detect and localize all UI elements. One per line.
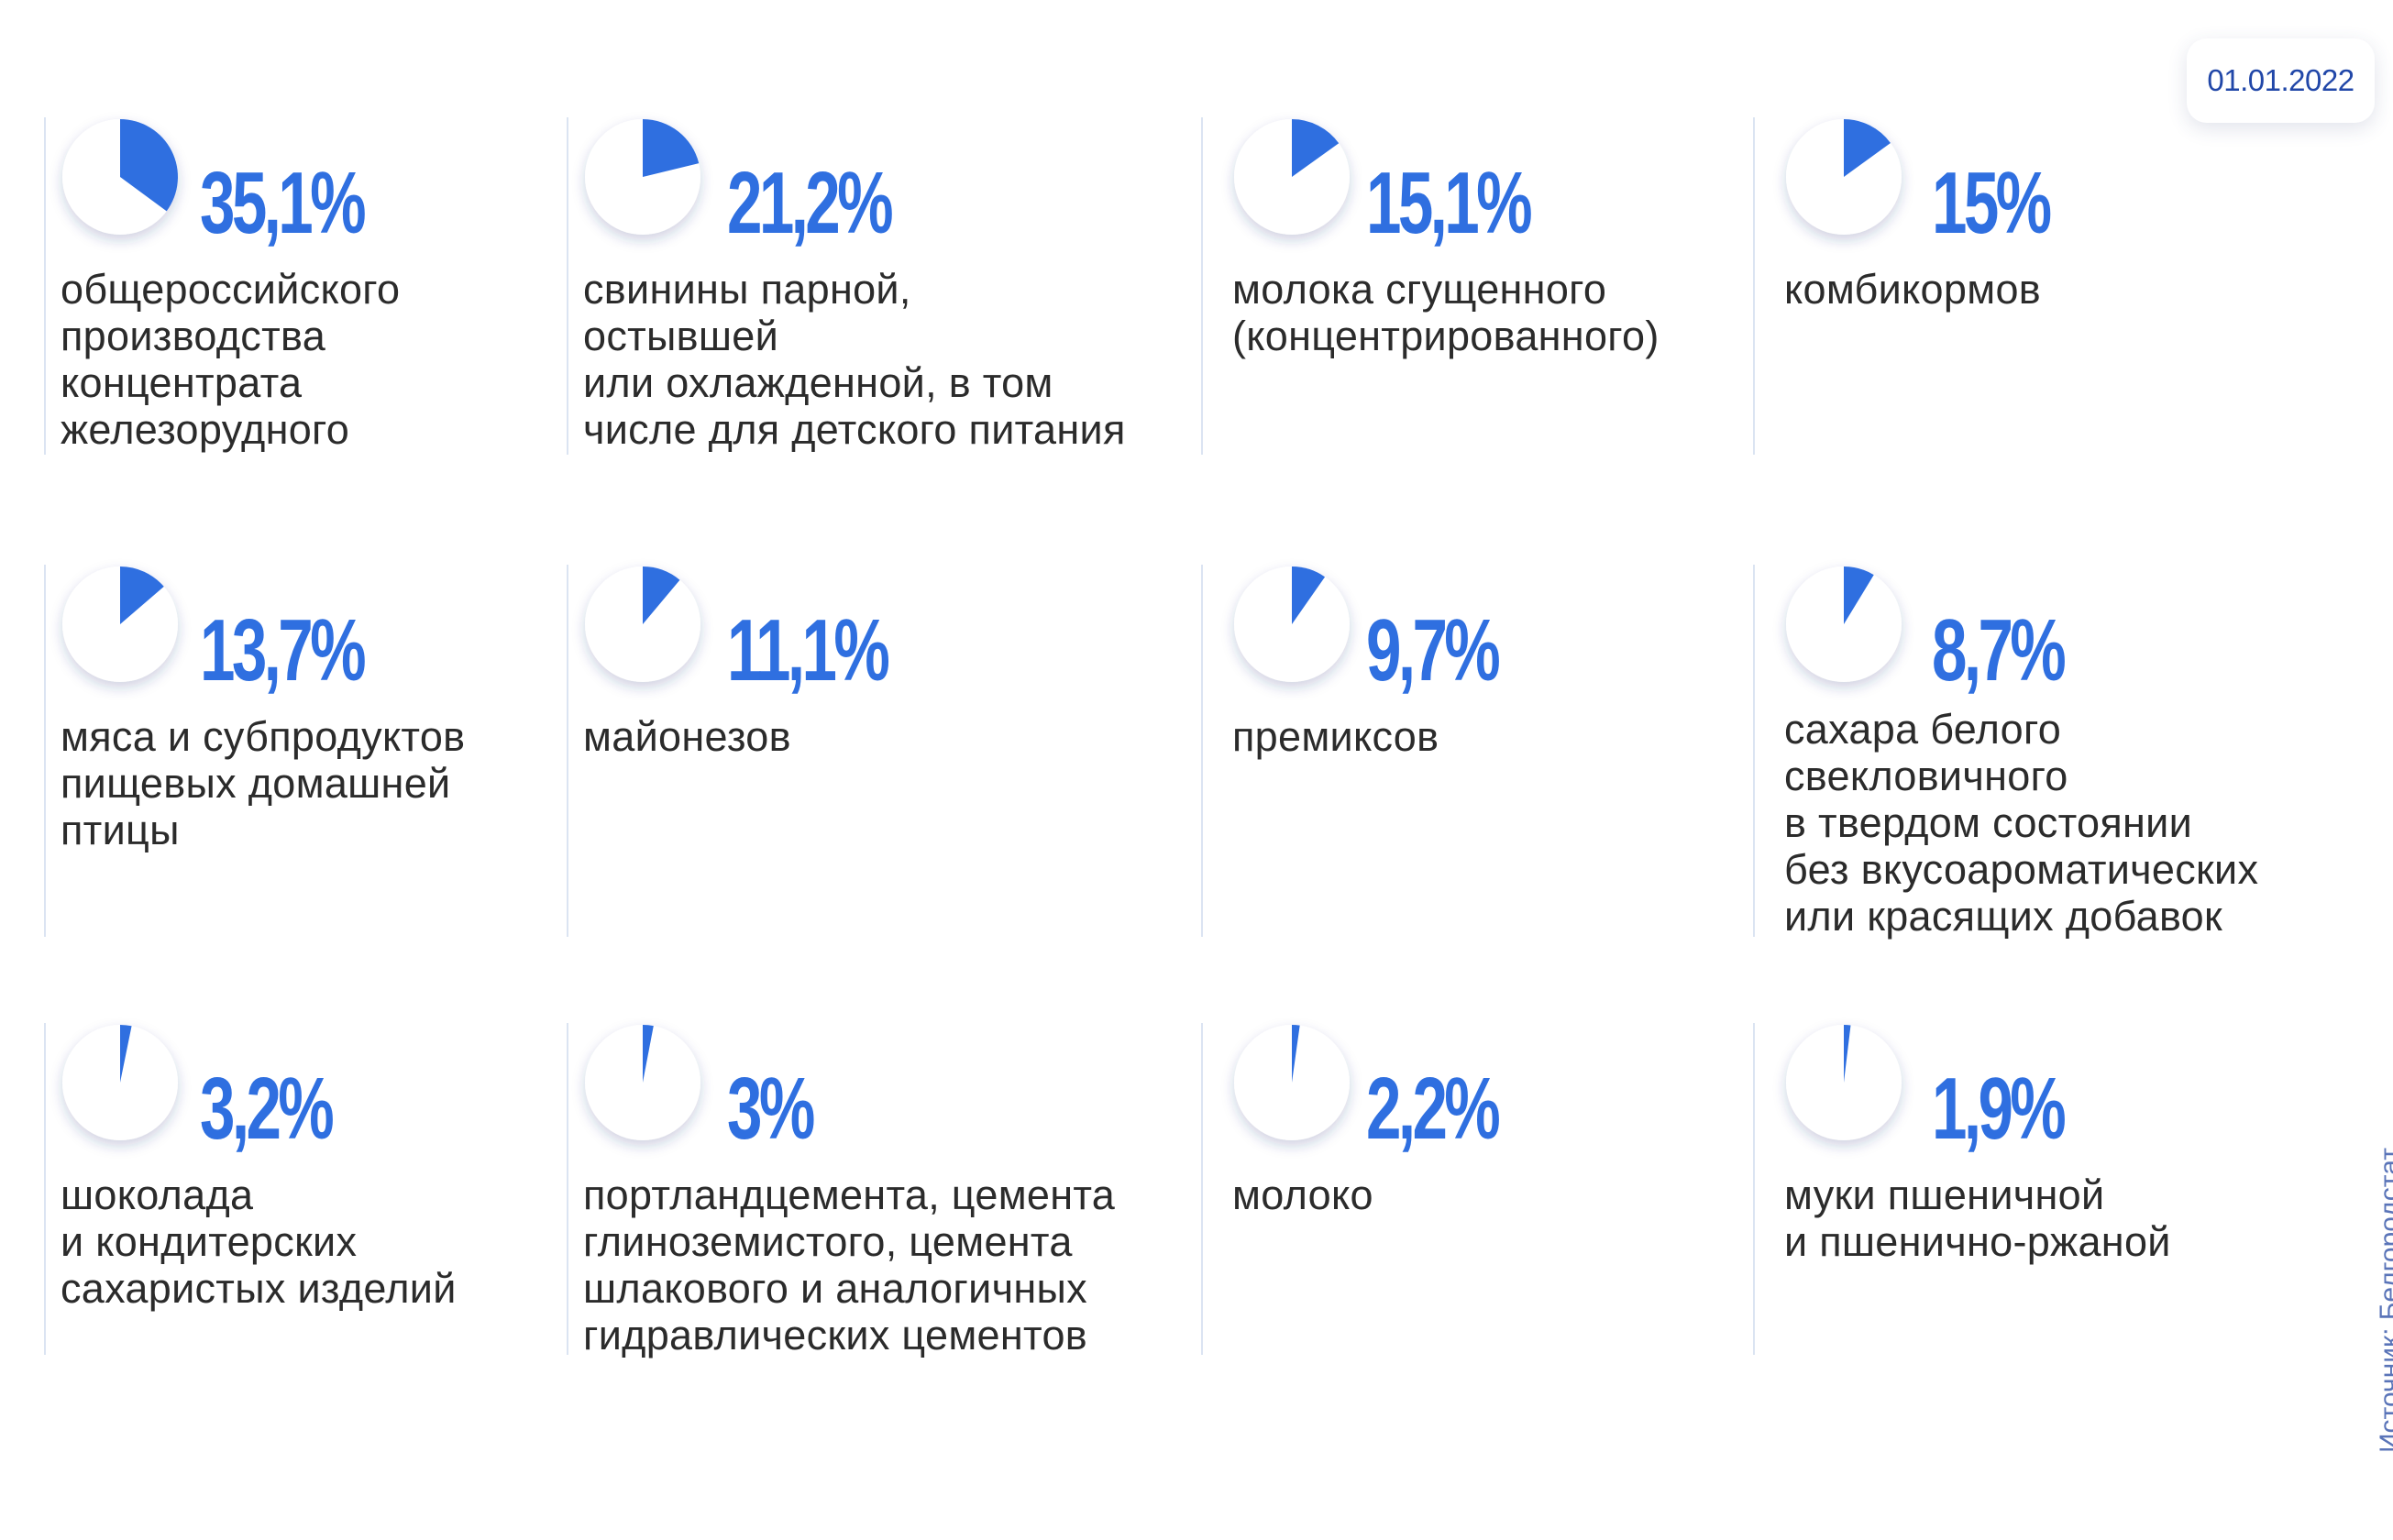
value-label: 15,1% xyxy=(1366,154,1533,252)
stat-card xyxy=(1753,117,1764,455)
stat-card xyxy=(567,117,578,455)
pie-chart xyxy=(1784,1023,1903,1142)
pie-slice xyxy=(643,566,680,624)
value-label: 15% xyxy=(1932,154,2052,252)
category-label: комбикормов xyxy=(1784,266,2041,313)
category-label: майонезов xyxy=(583,713,791,760)
category-label: свинины парной, остывшей или охлажденной… xyxy=(583,266,1126,453)
stat-card xyxy=(44,117,55,455)
value-label: 3% xyxy=(727,1060,815,1158)
pie-slice xyxy=(1292,1025,1300,1083)
stat-card xyxy=(567,565,578,937)
stat-card xyxy=(44,1023,55,1355)
pie-slice xyxy=(120,566,164,624)
pie-chart xyxy=(583,565,702,684)
category-label: мяса и субпродуктов пищевых домашней пти… xyxy=(61,713,466,853)
value-label: 9,7% xyxy=(1366,601,1501,699)
category-label: портландцемента, цемента глиноземистого,… xyxy=(583,1172,1116,1358)
value-label: 21,2% xyxy=(727,154,894,252)
category-label: молока сгущенного (концентрированного) xyxy=(1232,266,1660,359)
value-label: 2,2% xyxy=(1366,1060,1501,1158)
pie-chart xyxy=(1232,1023,1351,1142)
pie-slice xyxy=(1844,1025,1851,1083)
pie-chart xyxy=(583,1023,702,1142)
stat-card xyxy=(567,1023,578,1355)
category-label: общероссийского производства концентрата… xyxy=(61,266,401,453)
pie-slice xyxy=(120,1025,132,1083)
stat-card xyxy=(1201,565,1212,937)
pie-chart xyxy=(1784,117,1903,236)
pie-slice xyxy=(643,119,700,177)
value-label: 1,9% xyxy=(1932,1060,2067,1158)
category-label: молоко xyxy=(1232,1172,1373,1218)
source-note: Источник: Белгородстат xyxy=(2375,1148,2393,1453)
category-label: муки пшеничной и пшенично-ржаной xyxy=(1784,1172,2171,1265)
category-label: шоколада и кондитерских сахаристых издел… xyxy=(61,1172,457,1312)
category-label: премиксов xyxy=(1232,713,1439,760)
pie-chart xyxy=(1232,565,1351,684)
value-label: 11,1% xyxy=(727,601,890,699)
pie-chart xyxy=(61,565,180,684)
pie-chart xyxy=(61,1023,180,1142)
pie-slice xyxy=(1292,566,1326,624)
stat-card xyxy=(1201,1023,1212,1355)
value-label: 35,1% xyxy=(200,154,367,252)
stat-card xyxy=(1201,117,1212,455)
pie-chart xyxy=(61,117,180,236)
pie-chart xyxy=(583,117,702,236)
pie-slice xyxy=(1844,119,1891,177)
category-label: сахара белого свекловичного в твердом со… xyxy=(1784,706,2259,940)
pie-slice xyxy=(643,1025,654,1083)
pie-slice xyxy=(1844,566,1874,624)
value-label: 3,2% xyxy=(200,1060,335,1158)
stat-card xyxy=(44,565,55,937)
date-badge: 01.01.2022 xyxy=(2187,38,2375,123)
pie-chart xyxy=(1232,117,1351,236)
value-label: 8,7% xyxy=(1932,601,2067,699)
stat-card xyxy=(1753,565,1764,937)
value-label: 13,7% xyxy=(200,601,367,699)
pie-slice xyxy=(120,119,178,212)
pie-slice xyxy=(1292,119,1340,177)
pie-chart xyxy=(1784,565,1903,684)
stat-card xyxy=(1753,1023,1764,1355)
